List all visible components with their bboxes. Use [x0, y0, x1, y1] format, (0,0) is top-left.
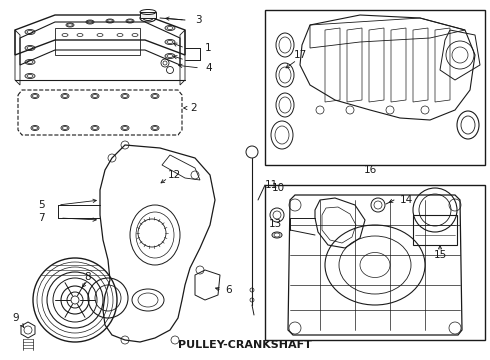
Text: 7: 7	[38, 213, 45, 223]
Bar	[413, 215, 457, 245]
Text: 4: 4	[205, 63, 212, 73]
Text: 16: 16	[364, 165, 377, 175]
Text: 5: 5	[38, 200, 45, 210]
Text: 10: 10	[272, 183, 285, 193]
Text: 6: 6	[225, 285, 232, 295]
Text: 2: 2	[190, 103, 196, 113]
Text: 1: 1	[205, 43, 212, 53]
Text: PULLEY-CRANKSHAFT: PULLEY-CRANKSHAFT	[178, 340, 312, 350]
Text: 14: 14	[400, 195, 413, 205]
Bar	[265, 10, 485, 165]
Polygon shape	[140, 12, 156, 18]
Text: 9: 9	[12, 313, 19, 323]
Text: 3: 3	[195, 15, 201, 25]
Bar	[265, 185, 485, 340]
Text: 15: 15	[433, 250, 446, 260]
Text: 8: 8	[85, 272, 91, 282]
Text: 11: 11	[265, 180, 278, 190]
Text: 17: 17	[294, 50, 307, 60]
Text: 13: 13	[269, 219, 282, 229]
Text: 12: 12	[168, 170, 181, 180]
